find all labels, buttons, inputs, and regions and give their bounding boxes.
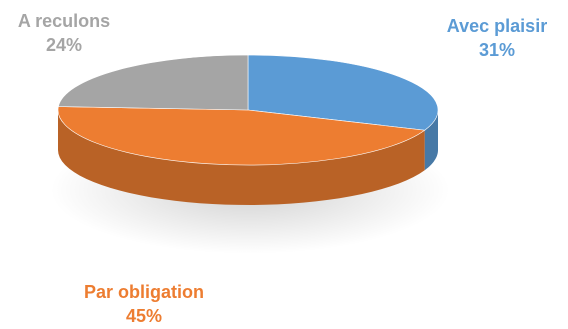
- slice-percent: 45%: [125, 306, 163, 326]
- slice-name: Par obligation: [83, 282, 205, 302]
- slice-label-avec-plaisir: Avec plaisir 31%: [447, 14, 547, 62]
- slice-label-a-reculons: A reculons 24%: [18, 9, 110, 57]
- pie-tops: [57, 54, 439, 166]
- slice-name: A reculons: [17, 11, 111, 31]
- pie-slice-a-reculons: [57, 54, 249, 111]
- slice-percent: 24%: [45, 35, 83, 55]
- pie-side-par-obligation: [58, 110, 425, 205]
- slice-label-par-obligation: Par obligation 45%: [84, 280, 204, 328]
- slice-percent: 31%: [478, 40, 516, 60]
- pie-side-avec-plaisir: [424, 110, 438, 171]
- pie-sides: [58, 110, 438, 205]
- slice-name: Avec plaisir: [446, 16, 548, 36]
- pie-slice-avec-plaisir: [247, 54, 439, 131]
- pie-slice-par-obligation: [57, 106, 426, 166]
